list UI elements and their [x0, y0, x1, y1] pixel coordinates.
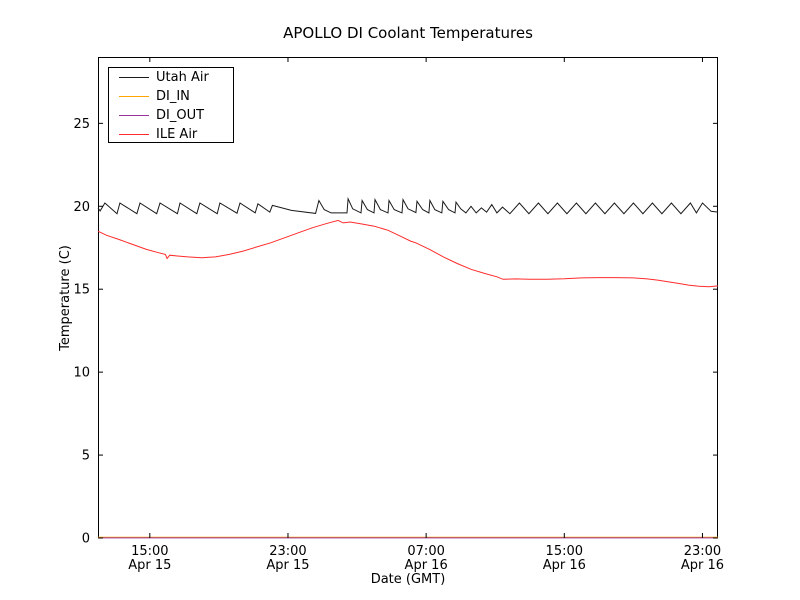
- legend: Utah Air DI_IN DI_OUT ILE Air: [108, 67, 234, 143]
- x-tick-label-date: Apr 15: [266, 558, 309, 573]
- legend-line-di-in-icon: [119, 96, 149, 97]
- legend-item-ile-air: ILE Air: [109, 125, 233, 144]
- x-tick-label-date: Apr 16: [405, 558, 448, 573]
- x-axis-label: Date (GMT): [371, 572, 446, 587]
- legend-label-utah-air: Utah Air: [156, 70, 209, 85]
- legend-item-utah-air: Utah Air: [109, 68, 233, 87]
- x-tick-label-time: 15:00: [546, 544, 583, 559]
- x-tick-label-time: 23:00: [684, 544, 721, 559]
- y-tick-label: 10: [73, 366, 90, 381]
- y-axis-label: Temperature (C): [58, 245, 73, 352]
- x-tick-label-date: Apr 16: [681, 558, 724, 573]
- y-tick-label: 25: [73, 117, 90, 132]
- y-tick-label: 20: [73, 200, 90, 215]
- y-tick-label: 0: [82, 532, 90, 547]
- y-tick-label: 5: [82, 449, 90, 464]
- legend-line-utah-air-icon: [119, 77, 149, 78]
- series-utah-air: [97, 196, 719, 215]
- x-tick-label-date: Apr 15: [128, 558, 171, 573]
- x-tick-label-time: 15:00: [131, 544, 168, 559]
- legend-label-di-in: DI_IN: [156, 89, 190, 104]
- x-tick-label-time: 07:00: [407, 544, 444, 559]
- series-ile-air: [97, 219, 719, 288]
- legend-line-di-out-icon: [119, 115, 149, 116]
- y-tick-label: 15: [73, 283, 90, 298]
- legend-label-di-out: DI_OUT: [156, 108, 205, 123]
- legend-item-di-out: DI_OUT: [109, 106, 233, 125]
- legend-label-ile-air: ILE Air: [156, 127, 198, 142]
- legend-line-ile-air-icon: [119, 134, 149, 135]
- legend-item-di-in: DI_IN: [109, 87, 233, 106]
- x-tick-label-date: Apr 16: [543, 558, 586, 573]
- chart-title: APOLLO DI Coolant Temperatures: [283, 24, 533, 42]
- x-tick-label-time: 23:00: [269, 544, 306, 559]
